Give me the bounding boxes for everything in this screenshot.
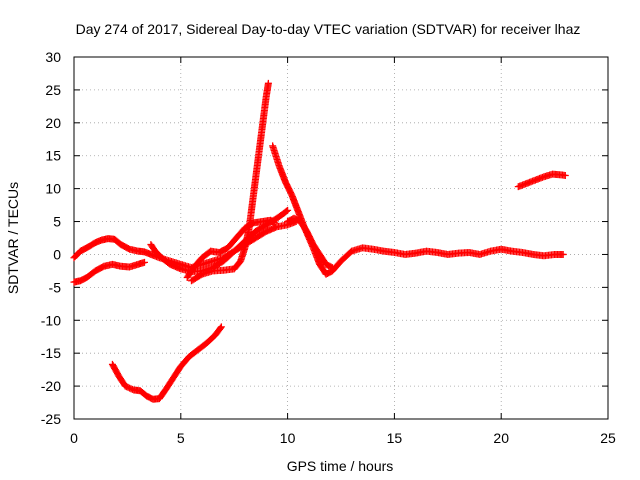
x-axis-label: GPS time / hours [287,458,394,474]
y-tick-label: -10 [41,312,61,328]
y-tick-label: 20 [45,115,61,131]
x-tick-label: 20 [493,430,509,446]
y-tick-label: -5 [49,279,62,295]
y-tick-label: -20 [41,378,61,394]
series-arc-5 [187,79,272,285]
series-arc-7 [284,214,336,272]
series-arc-2 [70,258,148,286]
plot-frame [73,56,609,420]
y-tick-label: 25 [45,82,61,98]
axis-ticks [73,56,609,420]
data-point [328,264,336,272]
data-point [327,263,335,271]
y-tick-label: 30 [45,49,61,65]
y-tick-label: 10 [45,181,61,197]
data-point [271,219,279,227]
y-tick-label: 0 [53,246,61,262]
data-point [216,324,224,332]
x-tick-label: 0 [70,430,78,446]
y-tick-label: -25 [41,411,61,427]
data-point [264,79,272,87]
y-tick-label: 15 [45,148,61,164]
series-arc-4 [183,216,279,281]
x-tick-label: 15 [387,430,403,446]
data-point [284,206,292,214]
data-point [217,323,225,331]
x-tick-label: 10 [280,430,296,446]
y-axis-label: SDTVAR / TECUs [5,182,21,294]
series-arc-8 [108,323,225,403]
data-points [70,79,569,403]
series-arc-6 [269,142,567,278]
grid-lines [74,57,608,419]
y-tick-label: 5 [53,214,61,230]
data-point [561,171,569,179]
tick-labels: 0 5 10 15 20 25 -25 -20 -15 -10 -5 0 5 10 15 20 25 30 [41,49,616,446]
x-tick-label: 5 [177,430,185,446]
data-point [140,258,148,266]
data-point [283,207,291,215]
x-tick-label: 25 [600,430,616,446]
chart-title: Day 274 of 2017, Sidereal Day-to-day VTE… [76,21,581,37]
y-tick-label: -15 [41,345,61,361]
data-point [559,250,567,258]
data-point [270,218,278,226]
series-arc-9 [514,170,569,191]
